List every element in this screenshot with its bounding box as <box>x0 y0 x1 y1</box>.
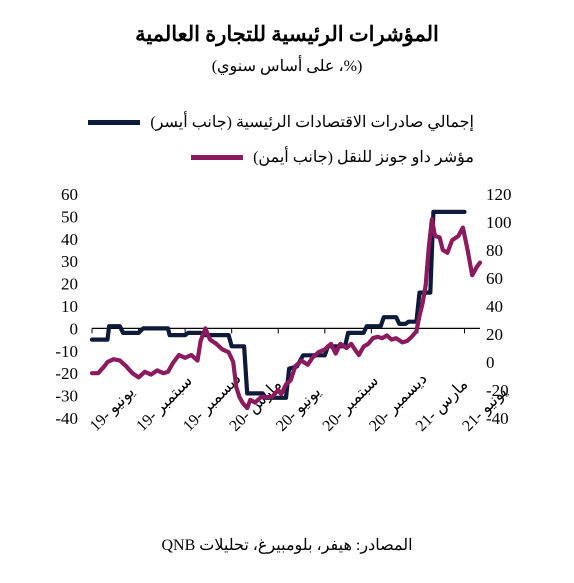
legend-swatch-exports <box>88 119 141 125</box>
y-right-tick-label: 100 <box>486 213 512 232</box>
y-left-tick-label: -10 <box>55 342 78 361</box>
legend-label-exports: إجمالي صادرات الاقتصادات الرئيسية (جانب … <box>150 114 474 131</box>
y-right-tick-label: -40 <box>486 409 509 428</box>
y-left-tick-label: 20 <box>61 275 78 294</box>
x-tick-label: يونيو -19 <box>87 383 138 434</box>
y-right-tick-label: 40 <box>486 297 503 316</box>
y-left-tick-label: 30 <box>61 252 78 271</box>
legend-label-transport: مؤشر داو جونز للنقل (جانب أيمن) <box>253 149 474 166</box>
y-left-tick-label: 40 <box>61 230 78 249</box>
legend-swatch-transport <box>191 154 244 160</box>
y-left-tick-label: -40 <box>55 409 78 428</box>
source-note: المصادر: هيفر، بلومبيرغ، تحليلات QNB <box>161 537 413 554</box>
y-left-tick-label: -20 <box>55 364 78 383</box>
y-left-tick-label: 0 <box>70 319 79 338</box>
y-left-tick-label: 50 <box>61 207 78 226</box>
legend-item-transport: مؤشر داو جونز للنقل (جانب أيمن) <box>191 147 474 167</box>
chart-title: المؤشرات الرئيسية للتجارة العالمية <box>135 22 439 46</box>
y-right-tick-label: 120 <box>486 185 512 204</box>
series-line-transport <box>89 217 483 411</box>
y-left-tick-label: 60 <box>61 185 78 204</box>
y-right-tick-label: 60 <box>486 269 503 288</box>
y-right-tick-label: 80 <box>486 241 503 260</box>
y-right-tick-label: -20 <box>486 381 509 400</box>
chart-subtitle: (%، على أساس سنوي) <box>211 58 363 75</box>
y-right-tick-label: 0 <box>486 353 495 372</box>
series-line-exports <box>89 209 467 400</box>
y-left-tick-label: 10 <box>61 297 78 316</box>
legend-item-exports: إجمالي صادرات الاقتصادات الرئيسية (جانب … <box>88 112 474 132</box>
y-right-tick-label: 20 <box>486 325 503 344</box>
y-left-tick-label: -30 <box>55 387 78 406</box>
